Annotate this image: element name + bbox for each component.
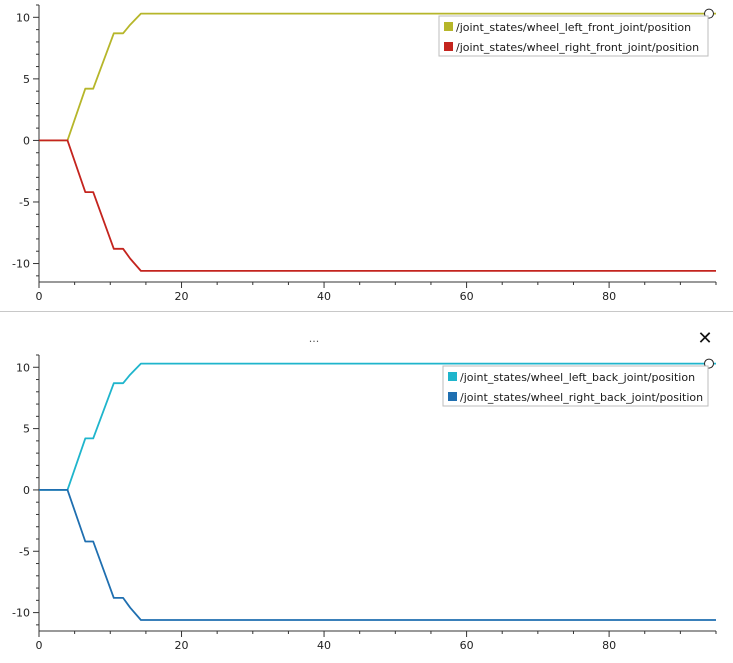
- legend-label: /joint_states/wheel_left_back_joint/posi…: [460, 371, 695, 384]
- y-tick-label: 5: [23, 73, 30, 86]
- x-tick-label: 80: [602, 290, 616, 303]
- y-tick-label: -10: [12, 258, 30, 271]
- legend-label: /joint_states/wheel_left_front_joint/pos…: [456, 21, 691, 34]
- legend-box: [442, 365, 709, 407]
- x-tick-label: 20: [175, 290, 189, 303]
- y-tick-label: 0: [23, 484, 30, 497]
- panel-menu-dots[interactable]: ...: [308, 332, 320, 345]
- x-tick-label: 20: [175, 639, 189, 652]
- y-tick-label: -5: [19, 196, 30, 209]
- y-tick-label: 10: [16, 11, 30, 24]
- y-tick-label: 10: [16, 361, 30, 374]
- chart-panel-1: 10 5 0 -5 -10 0 20 40 60 80/joint_states/wheel_le…: [12, 4, 717, 303]
- legend-box: [438, 15, 709, 57]
- legend-swatch: [444, 22, 453, 31]
- series-line-2: [39, 139, 716, 272]
- y-tick-label: -5: [19, 545, 30, 558]
- close-icon[interactable]: ✕: [697, 328, 713, 349]
- chart-panel-2: 10 5 0 -5 -10 0 20 40 60 80/joint_states/wheel_le…: [12, 354, 717, 652]
- x-tick-label: 40: [317, 639, 331, 652]
- panel-separator: [0, 311, 733, 312]
- x-tick-label: 0: [36, 290, 43, 303]
- legend: /joint_states/wheel_left_front_joint/pos…: [438, 15, 709, 57]
- y-tick-label: 5: [23, 423, 30, 436]
- series-line-2: [39, 488, 716, 621]
- legend: /joint_states/wheel_left_back_joint/posi…: [442, 365, 709, 407]
- legend-swatch: [444, 42, 453, 51]
- legend-swatch: [448, 372, 457, 381]
- series-line-1: [39, 12, 716, 142]
- legend-swatch: [448, 392, 457, 401]
- series-line-1: [39, 362, 716, 491]
- y-tick-label: -10: [12, 607, 30, 620]
- x-tick-label: 60: [460, 290, 474, 303]
- legend-label: /joint_states/wheel_right_front_joint/po…: [456, 41, 699, 54]
- x-tick-label: 0: [36, 639, 43, 652]
- x-tick-label: 40: [317, 290, 331, 303]
- y-tick-label: 0: [23, 134, 30, 147]
- x-tick-label: 80: [602, 639, 616, 652]
- x-tick-label: 60: [460, 639, 474, 652]
- legend-label: /joint_states/wheel_right_back_joint/pos…: [460, 391, 703, 404]
